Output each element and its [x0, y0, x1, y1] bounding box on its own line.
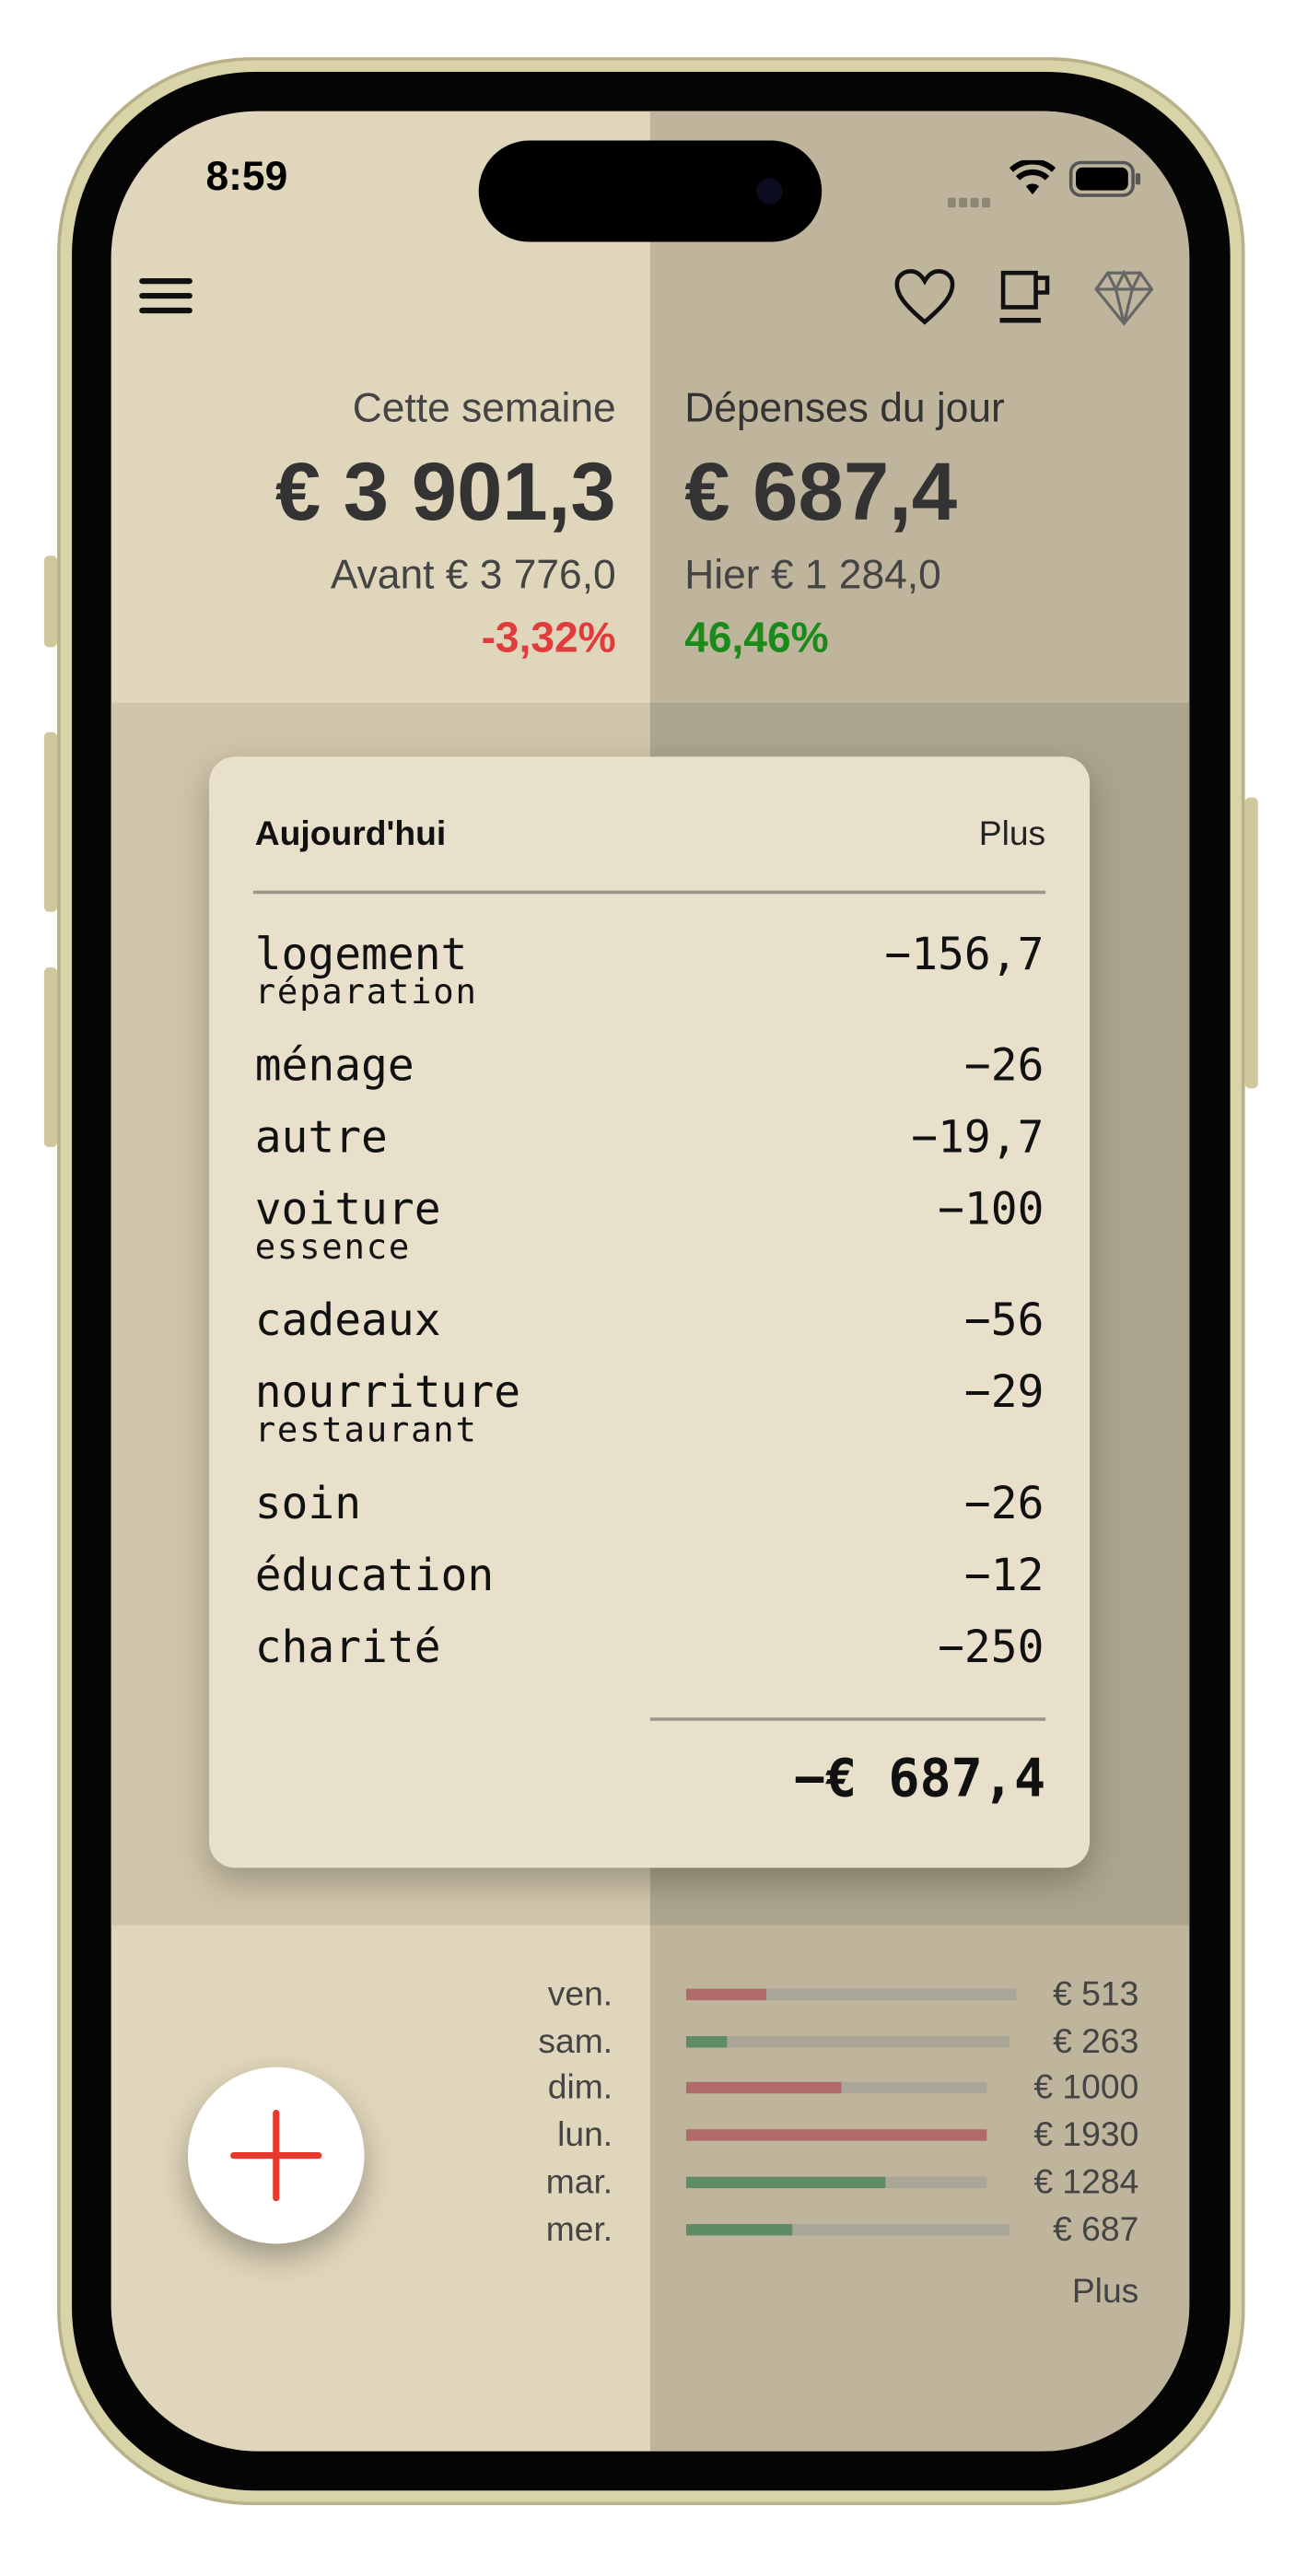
day-value: € 687 [1053, 2209, 1139, 2248]
expense-row[interactable]: logement −156,7 réparation [255, 920, 1044, 1009]
day-row: lun. € 1930 [111, 2112, 1190, 2159]
total-divider [649, 1717, 1046, 1721]
expense-category: éducation [254, 1551, 495, 1602]
hamburger-icon [139, 277, 193, 314]
card-more-link[interactable]: Plus [978, 815, 1046, 853]
week-more-link[interactable]: Plus [1071, 2273, 1139, 2312]
day-row: sam. € 263 [111, 2018, 1190, 2065]
expense-category: soin [254, 1479, 362, 1530]
day-previous: Hier € 1 284,0 [684, 552, 941, 599]
expense-amount: −26 [963, 1479, 1044, 1530]
expense-row[interactable]: éducation −12 [255, 1541, 1044, 1613]
menu-button[interactable] [139, 275, 194, 325]
expense-row[interactable]: voiture −100 essence [254, 1175, 1044, 1267]
day-row: dim. € 1000 [111, 2065, 1190, 2112]
wifi-icon [1009, 158, 1056, 205]
day-label: Dépenses du jour [684, 385, 1005, 432]
expense-category: cadeaux [254, 1295, 441, 1347]
diamond-icon [1094, 269, 1154, 326]
day-amount: € 687,4 [684, 446, 958, 538]
status-time: 8:59 [205, 153, 288, 200]
expense-category: ménage [254, 1040, 414, 1092]
add-expense-button[interactable] [187, 2067, 365, 2244]
day-bar [685, 1988, 766, 2001]
day-row: mar. € 1284 [111, 2159, 1190, 2206]
power-button [1244, 797, 1258, 1089]
expense-subcategory: réparation [254, 972, 478, 1012]
day-label: mer. [545, 2209, 613, 2248]
expense-category: autre [254, 1112, 388, 1164]
week-previous: Avant € 3 776,0 [330, 552, 616, 599]
signal-icon [947, 186, 997, 208]
expense-amount: −12 [963, 1551, 1044, 1602]
day-label: ven. [547, 1975, 613, 2014]
expense-row[interactable]: autre −19,7 [255, 1103, 1044, 1175]
expense-list[interactable]: logement −156,7 réparation ménage −26 autre… [255, 920, 1044, 1692]
day-value: € 1930 [1033, 2116, 1139, 2154]
day-row: mer. € 687 [111, 2206, 1190, 2253]
expense-amount: −29 [963, 1367, 1044, 1419]
day-bar [685, 2223, 794, 2235]
day-label: lun. [557, 2116, 613, 2154]
volume-up-button [43, 732, 58, 912]
card-total: −€ 687,4 [793, 1747, 1046, 1809]
week-label: Cette semaine [352, 385, 616, 432]
expense-amount: −56 [963, 1295, 1044, 1347]
day-bar-track [685, 2176, 987, 2188]
day-bar-track [685, 2035, 1010, 2047]
week-amount: € 3 901,3 [274, 446, 616, 538]
week-change: -3,32% [481, 613, 616, 662]
expense-category: voiture [254, 1184, 441, 1235]
volume-down-button [43, 967, 58, 1148]
day-bar [685, 2176, 887, 2188]
day-bar-track [685, 2223, 1010, 2235]
expense-amount: −156,7 [884, 930, 1044, 981]
day-row: ven. € 513 [111, 1971, 1190, 2018]
action-button [43, 556, 58, 648]
day-value: € 263 [1053, 2022, 1139, 2061]
day-bar-track [685, 2082, 987, 2094]
day-label: dim. [547, 2069, 613, 2108]
day-bar [685, 2035, 728, 2047]
plus-icon [230, 2109, 322, 2202]
expense-amount: −26 [963, 1040, 1044, 1092]
expense-row[interactable]: cadeaux −56 [255, 1286, 1044, 1358]
divider [252, 890, 1046, 895]
expense-row[interactable]: ménage −26 [255, 1031, 1044, 1103]
screen: 8:59 Cette semaine € 3 901,3 Avant € 3 7… [111, 111, 1190, 2452]
expense-row[interactable]: charité −250 [255, 1613, 1044, 1685]
expense-row[interactable]: soin −26 [255, 1469, 1044, 1541]
expense-category: logement [254, 930, 468, 981]
coffee-button[interactable] [997, 268, 1056, 335]
expense-amount: −250 [938, 1622, 1044, 1674]
day-change: 46,46% [684, 613, 829, 662]
heart-icon [894, 269, 955, 325]
day-bar [685, 2129, 987, 2141]
day-value: € 513 [1053, 1975, 1139, 2014]
day-value: € 1000 [1033, 2069, 1139, 2108]
expense-category: nourriture [254, 1367, 521, 1419]
day-bar-track [685, 1988, 1017, 2001]
camera-icon [756, 178, 783, 205]
expense-amount: −19,7 [911, 1112, 1044, 1164]
day-value: € 1284 [1033, 2163, 1139, 2201]
expense-category: charité [254, 1622, 441, 1674]
premium-button[interactable] [1093, 268, 1155, 335]
card-title: Aujourd'hui [254, 815, 447, 853]
day-label: mar. [545, 2163, 613, 2201]
expense-amount: −100 [938, 1184, 1044, 1235]
day-bar [685, 2082, 843, 2094]
day-label: sam. [538, 2022, 613, 2061]
battery-icon [1068, 160, 1144, 207]
favorite-button[interactable] [893, 268, 955, 335]
expense-subcategory: essence [254, 1227, 412, 1267]
expense-subcategory: restaurant [254, 1410, 478, 1450]
coffee-cup-icon [999, 270, 1050, 323]
today-card: Aujourd'hui Plus logement −156,7 réparati… [209, 756, 1091, 1868]
day-bar-track [685, 2129, 987, 2141]
expense-row[interactable]: nourriture −29 restaurant [254, 1358, 1044, 1450]
